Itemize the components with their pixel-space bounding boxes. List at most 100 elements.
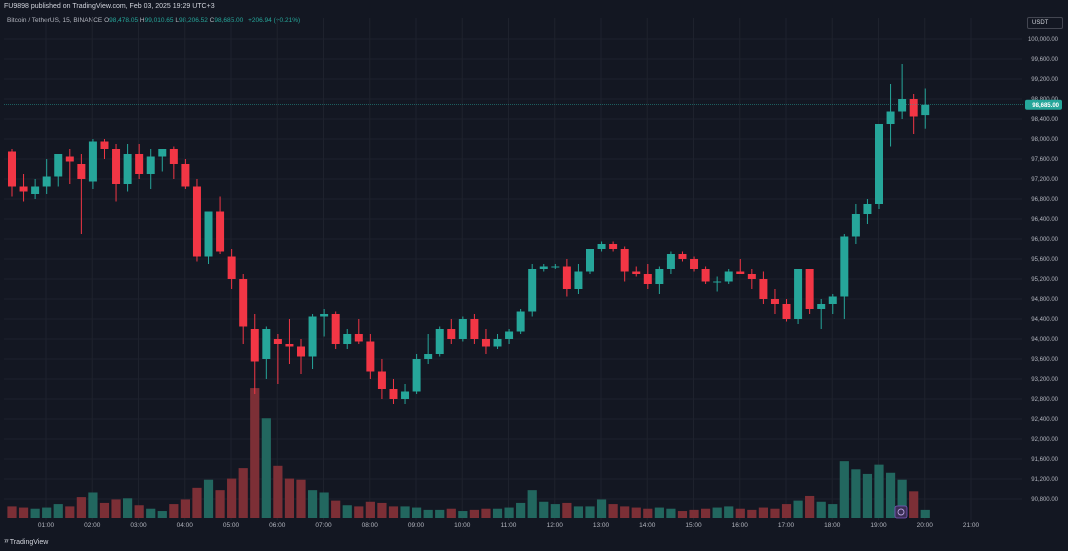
volume-bar xyxy=(123,498,133,518)
last-price-badge: 98,685.00 xyxy=(1025,99,1062,110)
volume-bar xyxy=(793,500,803,518)
volume-bar xyxy=(909,491,919,518)
candle-body xyxy=(366,341,375,372)
y-tick-label: 94,000.00 xyxy=(1031,337,1058,343)
y-tick-label: 97,600.00 xyxy=(1031,157,1058,163)
candle-body xyxy=(8,151,16,187)
price-chart[interactable]: 100,000.0099,600.0099,200.0098,800.0098,… xyxy=(0,0,1068,535)
candle-body xyxy=(88,141,97,182)
volume-bar xyxy=(724,506,734,518)
candle-body xyxy=(632,271,641,274)
candle-body xyxy=(31,186,40,194)
volume-bar xyxy=(331,500,341,518)
volume-bar xyxy=(18,507,29,518)
candle-body xyxy=(65,156,74,162)
candle-body xyxy=(782,304,791,319)
volume-bar xyxy=(146,508,156,518)
candle-body xyxy=(863,204,872,214)
candle-body xyxy=(146,156,155,174)
x-tick-label: 06:00 xyxy=(269,522,286,529)
y-tick-label: 98,000.00 xyxy=(1031,137,1058,143)
volume-bar xyxy=(203,479,214,518)
volume-bar xyxy=(76,497,86,518)
volume-bar xyxy=(781,504,792,518)
candle-body xyxy=(690,259,699,269)
candle-body xyxy=(574,271,583,289)
candle-body xyxy=(100,141,109,149)
candle-body xyxy=(447,329,456,339)
volume-bar xyxy=(516,502,526,518)
volume-bar xyxy=(539,501,549,518)
y-tick-label: 97,200.00 xyxy=(1031,177,1058,183)
volume-bar xyxy=(296,479,306,518)
volume-bar xyxy=(677,511,688,518)
volume-bar xyxy=(666,508,676,518)
x-tick-label: 15:00 xyxy=(685,522,702,529)
volume-bar xyxy=(573,506,584,518)
tv-logo-icon: ⁷⁷ xyxy=(4,539,9,546)
volume-bar xyxy=(307,490,318,518)
candle-body xyxy=(343,334,352,344)
candle-body xyxy=(401,391,410,399)
volume-bar xyxy=(828,504,838,518)
volume-bar xyxy=(874,464,884,518)
volume-bar xyxy=(42,507,52,518)
symbol-title: Bitcoin / TetherUS, 15, BINANCE xyxy=(7,17,103,24)
candle-body xyxy=(412,359,421,392)
volume-bar xyxy=(770,508,780,518)
volume-toggle-button[interactable] xyxy=(894,505,908,519)
volume-bar xyxy=(701,508,711,518)
candle-body xyxy=(909,99,918,117)
candle-body xyxy=(77,164,86,179)
candle-body xyxy=(562,266,571,289)
currency-button[interactable]: USDT xyxy=(1027,17,1063,29)
candle-body xyxy=(377,371,386,389)
top-bar: FU9898 published on TradingView.com, Feb… xyxy=(0,0,1068,14)
candle-body xyxy=(643,274,652,284)
volume-bar xyxy=(388,506,399,518)
volume-bar xyxy=(758,507,768,518)
candle-body xyxy=(898,99,907,112)
volume-bar xyxy=(608,504,618,518)
candle-body xyxy=(551,266,560,268)
candle-body xyxy=(493,339,502,347)
y-tick-label: 99,600.00 xyxy=(1031,57,1058,63)
x-tick-label: 12:00 xyxy=(547,522,564,529)
volume-bar xyxy=(839,461,849,518)
volume-bar xyxy=(53,504,63,518)
candle-body xyxy=(262,329,271,359)
x-tick-label: 10:00 xyxy=(454,522,471,529)
price-axis[interactable]: 100,000.0099,600.0099,200.0098,800.0098,… xyxy=(1028,37,1059,503)
candle-body xyxy=(701,269,710,282)
candle-body xyxy=(458,319,467,339)
ohlc-legend: Bitcoin / TetherUS, 15, BINANCE O98,478.… xyxy=(7,17,300,24)
volume-bar xyxy=(492,508,503,518)
candle-body xyxy=(724,271,733,282)
volume-bar xyxy=(885,472,896,518)
volume-bar xyxy=(65,506,75,518)
candle-body xyxy=(713,281,722,283)
candle-body xyxy=(539,266,548,269)
tradingview-logo[interactable]: ⁷⁷ TradingView xyxy=(4,539,48,546)
candle-body xyxy=(759,279,768,299)
candle-body xyxy=(181,164,190,187)
volume-bar xyxy=(643,508,653,518)
volume-bar xyxy=(620,506,630,518)
volume-bar xyxy=(111,499,121,518)
x-tick-label: 07:00 xyxy=(315,522,332,529)
volume-bar xyxy=(342,505,352,518)
y-tick-label: 100,000.00 xyxy=(1028,37,1059,43)
time-axis[interactable]: 01:00 02:00 03:00 04:00 05:00 06:00 07:00 08:00… xyxy=(38,522,980,529)
volume-bar xyxy=(238,468,248,518)
volume-bar xyxy=(747,509,757,518)
candle-body xyxy=(840,236,849,297)
volume-bar xyxy=(377,502,387,518)
volume-bar xyxy=(862,473,873,518)
volume-bar xyxy=(562,502,572,518)
candle-body xyxy=(54,154,63,177)
volume-bar xyxy=(550,504,560,518)
x-tick-label: 05:00 xyxy=(223,522,240,529)
volume-bar xyxy=(157,511,167,518)
candle-body xyxy=(620,249,629,272)
candle-body xyxy=(828,296,837,304)
